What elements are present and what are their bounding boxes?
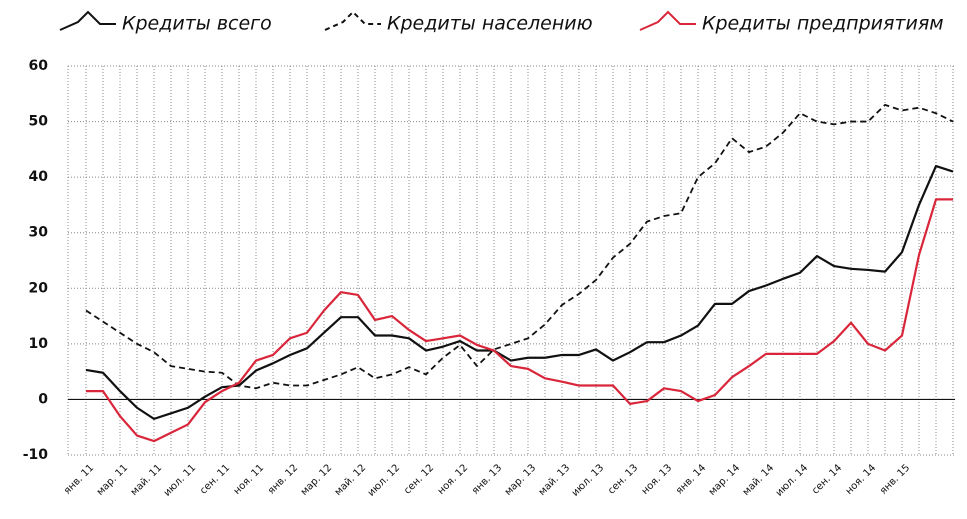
x-tick-label: июл. 14: [774, 462, 810, 498]
x-tick-label: ноя. 12: [436, 462, 470, 496]
x-tick-label: мар. 11: [95, 462, 130, 497]
legend-icon: [324, 10, 381, 31]
x-tick-label: ноя. 14: [844, 462, 878, 496]
x-tick-label: янв. 11: [62, 462, 96, 496]
x-tick-label: июл. 11: [162, 462, 198, 498]
y-tick-label: 0: [38, 391, 48, 407]
x-tick-label: мар. 13: [503, 462, 538, 497]
x-tick-label: ноя. 11: [232, 462, 266, 496]
x-tick-label: май. 11: [129, 462, 165, 498]
legend-icon: [639, 10, 696, 31]
series-line: [85, 164, 954, 420]
y-tick-label: 20: [29, 280, 49, 296]
legend-label: Кредиты всего: [122, 13, 272, 35]
x-tick-label: май. 12: [333, 462, 369, 498]
x-tick-label: июл. 12: [366, 462, 402, 498]
y-tick-label: 40: [29, 169, 49, 185]
legend-icon: [59, 10, 116, 31]
series-line: [86, 198, 953, 443]
x-tick-label: мар. 12: [299, 462, 334, 497]
legend-label: Кредиты предприятиям: [702, 13, 944, 35]
y-tick-label: 60: [29, 58, 49, 74]
legend-item: Кредиты всего: [59, 10, 272, 35]
x-tick-label: ноя. 13: [640, 462, 674, 496]
y-tick-label: 30: [29, 225, 49, 241]
series-line: [85, 104, 954, 390]
x-tick-label: сен. 12: [402, 462, 436, 496]
x-tick-label: янв. 12: [266, 462, 300, 496]
x-tick-label: сен. 11: [198, 462, 232, 496]
y-tick-label: 50: [29, 114, 49, 130]
legend-label: Кредиты населению: [387, 13, 593, 35]
legend-item: Кредиты населению: [324, 10, 593, 35]
x-tick-label: май. 14: [741, 462, 777, 498]
legend-item: Кредиты предприятиям: [639, 10, 944, 35]
y-tick-label: -10: [23, 447, 49, 463]
x-tick-label: июл. 13: [570, 462, 606, 498]
x-tick-label: май. 13: [537, 462, 573, 498]
x-tick-label: мар. 14: [707, 462, 742, 497]
x-tick-label: янв. 15: [878, 462, 912, 496]
y-tick-label: 10: [29, 336, 49, 352]
x-tick-label: янв. 14: [674, 462, 708, 496]
x-tick-label: сен. 13: [606, 462, 640, 496]
x-tick-label: сен. 14: [810, 462, 844, 496]
x-tick-label: янв. 13: [470, 462, 504, 496]
